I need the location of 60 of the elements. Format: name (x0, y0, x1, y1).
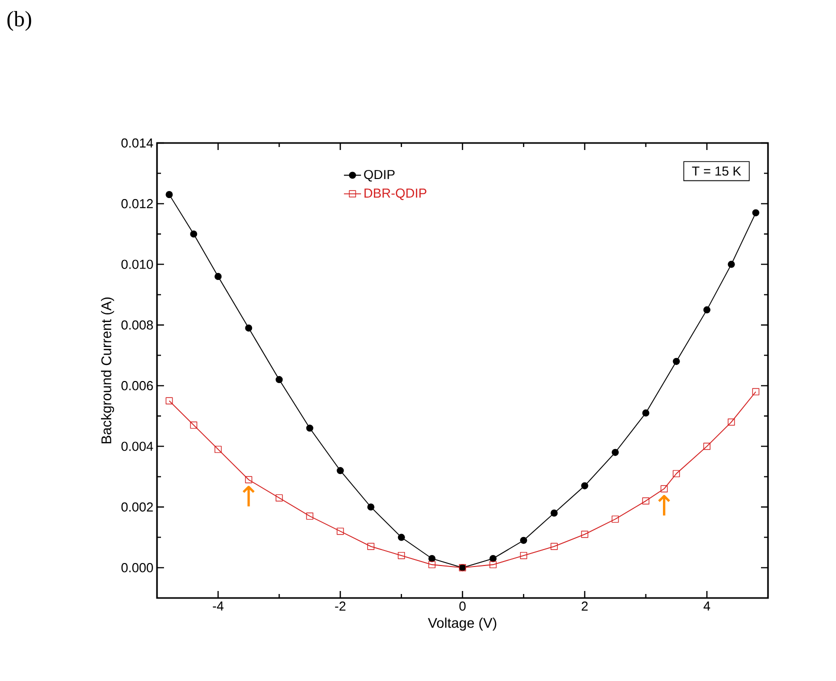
point (306, 512, 314, 520)
point (642, 409, 650, 417)
point (672, 358, 680, 365)
point (672, 470, 680, 478)
point (245, 324, 252, 332)
point (660, 485, 668, 492)
y-tick-label: 0.008 (121, 320, 153, 330)
point (245, 476, 252, 484)
point (728, 418, 735, 426)
point (752, 209, 760, 216)
point (336, 528, 344, 535)
point (398, 552, 405, 560)
x-tick-label: 2 (582, 602, 588, 611)
point (612, 516, 619, 523)
annotation: ↑ (242, 486, 255, 506)
point (520, 552, 528, 560)
legend-label: DBR-QDIP (364, 188, 426, 200)
y-axis-title: Background Current (A) (101, 297, 114, 444)
y-tick-label: 0.006 (121, 381, 153, 390)
point (520, 536, 528, 544)
y-tick-label: 0.000 (121, 563, 153, 572)
x-tick-label: 4 (704, 602, 710, 610)
point (581, 530, 588, 538)
point (166, 191, 173, 198)
point (550, 510, 558, 517)
y-tick-label: 0.002 (121, 502, 153, 512)
point (728, 260, 735, 268)
point (703, 442, 710, 450)
point (642, 497, 650, 504)
point (214, 272, 222, 280)
y-tick-label: 0.004 (121, 442, 154, 451)
point (276, 376, 283, 384)
point (550, 542, 558, 550)
annotation: T = 15 K (692, 166, 742, 176)
point (612, 448, 619, 456)
point (398, 534, 405, 541)
point (489, 561, 497, 568)
point (367, 542, 374, 550)
point (367, 503, 374, 511)
point (190, 230, 198, 238)
legend-label: QDIP (364, 170, 395, 182)
y-tick-label: 0.010 (121, 260, 153, 269)
point (190, 422, 198, 429)
point (336, 467, 344, 474)
point (581, 482, 588, 490)
y-tick-label: 0.014 (121, 138, 154, 148)
text: (b) (7, 10, 32, 31)
point (166, 397, 173, 404)
point (428, 561, 436, 568)
y-tick-label: 0.012 (121, 199, 153, 208)
point (276, 494, 283, 502)
x-axis-title: Voltage (V) (428, 618, 496, 631)
point (752, 388, 760, 396)
x-tick-label: 0 (459, 602, 466, 611)
point (214, 446, 222, 453)
point (306, 424, 314, 432)
point (703, 306, 710, 314)
x-tick-label: -2 (335, 602, 346, 611)
x-tick-label: -4 (212, 602, 224, 610)
annotation: ↑ (658, 495, 670, 516)
